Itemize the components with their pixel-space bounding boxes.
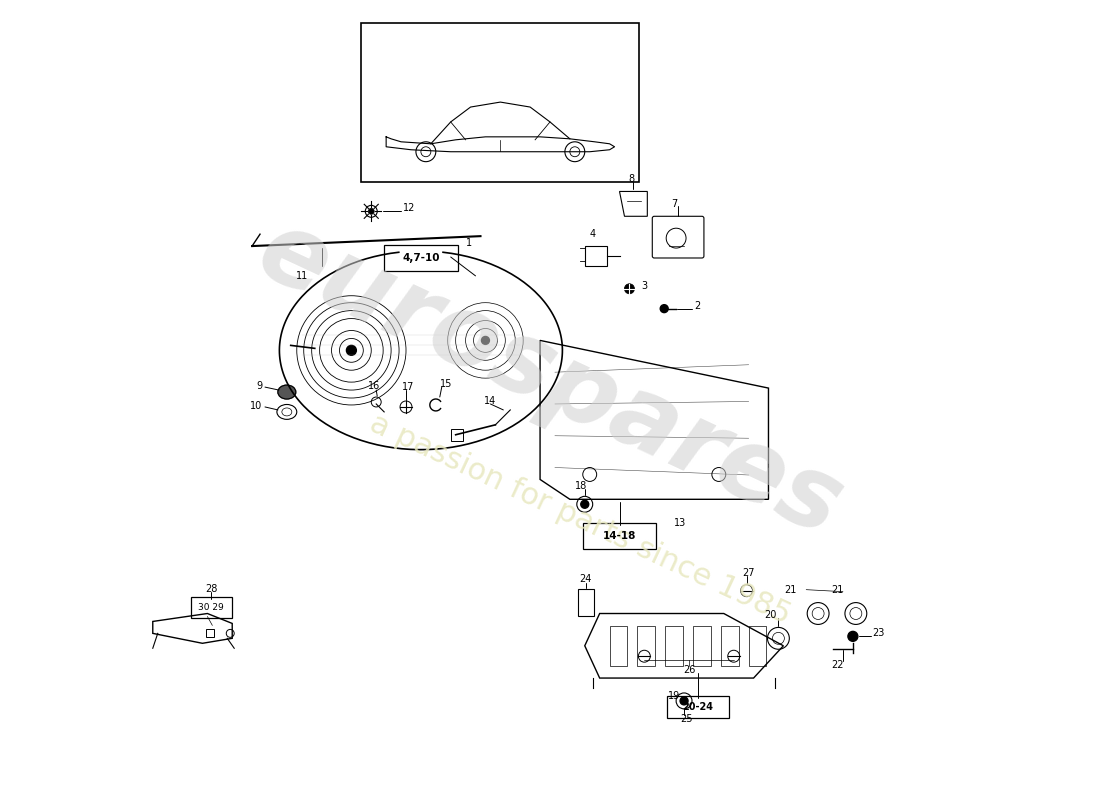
Bar: [609, 626, 627, 666]
Circle shape: [368, 208, 374, 214]
Text: 20: 20: [764, 610, 777, 619]
Text: 25: 25: [680, 714, 692, 724]
Bar: [451, 429, 463, 441]
Text: 1: 1: [465, 238, 472, 248]
Ellipse shape: [278, 385, 296, 399]
Circle shape: [680, 697, 688, 705]
Text: 21: 21: [784, 585, 796, 594]
Circle shape: [482, 337, 490, 344]
Bar: [578, 589, 594, 617]
Text: 15: 15: [440, 379, 452, 389]
Text: 10: 10: [250, 401, 262, 411]
Text: 4: 4: [590, 229, 596, 239]
Text: 18: 18: [574, 482, 587, 491]
Text: 12: 12: [403, 203, 416, 214]
Text: 24: 24: [580, 574, 592, 584]
Bar: [666, 626, 683, 666]
Circle shape: [625, 284, 635, 294]
Text: 23: 23: [872, 628, 886, 638]
Text: 17: 17: [402, 382, 415, 392]
Text: 30 29: 30 29: [198, 603, 224, 612]
Text: 26: 26: [683, 665, 695, 675]
Text: 28: 28: [206, 584, 218, 594]
Bar: [637, 626, 656, 666]
Text: 9: 9: [256, 381, 262, 391]
Bar: [207, 630, 215, 638]
Ellipse shape: [282, 408, 292, 416]
Bar: [361, 22, 639, 182]
Circle shape: [848, 631, 858, 642]
Text: 22: 22: [832, 660, 844, 670]
Text: 8: 8: [628, 174, 635, 183]
Text: 2: 2: [694, 301, 701, 310]
Bar: [749, 626, 767, 666]
Circle shape: [346, 346, 356, 355]
Text: 14-18: 14-18: [603, 531, 636, 541]
Text: 13: 13: [674, 518, 686, 528]
Circle shape: [581, 500, 589, 508]
Text: eurospares: eurospares: [243, 202, 857, 558]
Bar: [585, 246, 606, 266]
Bar: [720, 626, 739, 666]
Text: 14: 14: [484, 396, 496, 406]
Text: 16: 16: [368, 381, 381, 391]
Text: 11: 11: [296, 271, 308, 281]
Text: 21: 21: [830, 585, 844, 594]
Text: 27: 27: [742, 568, 755, 578]
Circle shape: [660, 305, 668, 313]
Text: 3: 3: [641, 281, 648, 290]
Bar: [693, 626, 711, 666]
Text: 20-24: 20-24: [682, 702, 714, 712]
Text: 4,7-10: 4,7-10: [403, 253, 440, 263]
Text: a passion for parts since 1985: a passion for parts since 1985: [365, 409, 795, 630]
Text: 7: 7: [671, 199, 678, 210]
Text: 19: 19: [668, 691, 680, 701]
